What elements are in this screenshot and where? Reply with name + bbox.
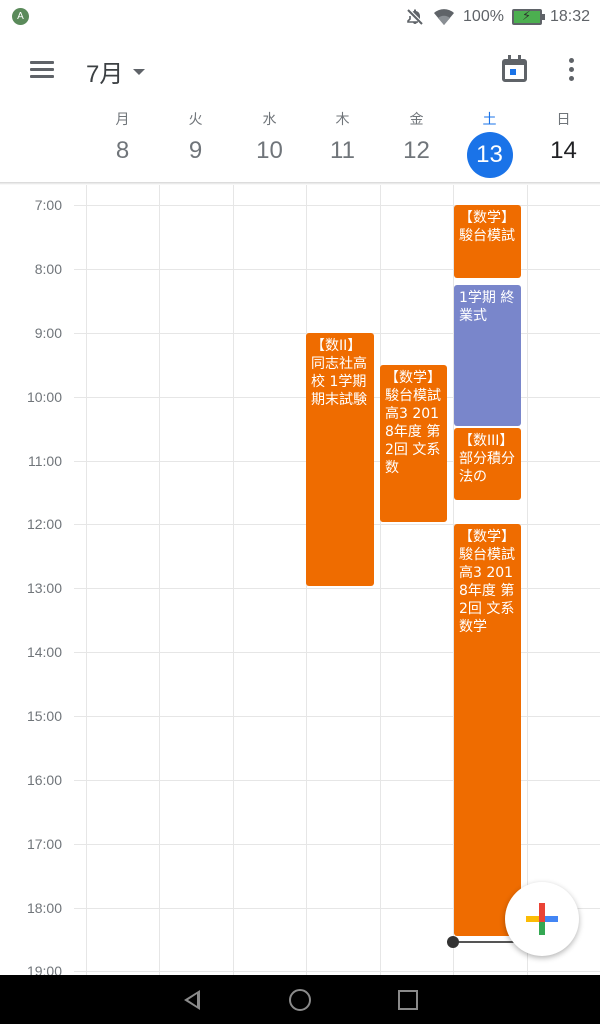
day-header-mon[interactable]: 月 8 xyxy=(86,106,159,182)
notifications-off-icon xyxy=(407,9,423,25)
event-sundai-mock-exam-morning[interactable]: 【数学】駿台模試 xyxy=(454,205,521,278)
hour-gridline xyxy=(74,971,600,972)
day-number: 13 xyxy=(466,132,513,178)
hour-label: 18:00 xyxy=(26,900,62,916)
hour-gridline xyxy=(74,844,600,845)
day-gridline xyxy=(159,185,160,975)
month-label: 7月 xyxy=(86,61,124,88)
hour-label: 12:00 xyxy=(26,516,62,532)
header-divider xyxy=(0,182,600,185)
hour-label: 8:00 xyxy=(34,261,62,277)
menu-icon[interactable] xyxy=(26,54,58,86)
hour-gridline xyxy=(74,908,600,909)
hour-label: 16:00 xyxy=(26,772,62,788)
day-number: 14 xyxy=(550,137,577,164)
hour-label: 17:00 xyxy=(26,836,62,852)
event-sundai-mock-exam-saturday[interactable]: 【数学】駿台模試 高3 2018年度 第2回 文系数学 xyxy=(454,524,521,936)
current-time-line xyxy=(453,941,533,943)
event-doshisha-final-exam[interactable]: 【数II】同志社高校 1学期期末試験 xyxy=(306,333,374,586)
status-bar: A 100% ⚡ 18:32 xyxy=(0,0,600,34)
current-time-dot xyxy=(447,936,459,948)
create-event-button[interactable] xyxy=(505,882,579,956)
day-header-sat-today[interactable]: 土 13 xyxy=(453,106,526,182)
day-header-wed[interactable]: 水 10 xyxy=(233,106,306,182)
hour-gridline xyxy=(74,269,600,270)
system-nav-bar xyxy=(0,975,600,1024)
day-of-week: 月 xyxy=(115,111,130,127)
day-gridline xyxy=(453,185,454,975)
status-indicators: 100% ⚡ 18:32 xyxy=(405,6,590,28)
battery-percent: 100% xyxy=(463,8,504,25)
month-selector[interactable]: 7月 xyxy=(86,54,146,89)
hour-label: 19:00 xyxy=(26,963,62,975)
hour-label: 15:00 xyxy=(26,708,62,724)
more-vert-icon[interactable] xyxy=(560,56,582,86)
calendar-today-icon[interactable] xyxy=(500,54,530,84)
day-header-thu[interactable]: 木 11 xyxy=(306,106,379,182)
hour-gridline xyxy=(74,652,600,653)
hour-label: 11:00 xyxy=(28,453,62,469)
app-bar: 7月 xyxy=(0,34,600,106)
day-header-tue[interactable]: 火 9 xyxy=(159,106,232,182)
day-of-week: 水 xyxy=(262,111,277,127)
day-gridline xyxy=(86,185,87,975)
battery-charging-icon: ⚡ xyxy=(511,9,545,25)
day-gridline xyxy=(380,185,381,975)
day-of-week: 金 xyxy=(409,111,424,127)
clock: 18:32 xyxy=(549,8,590,25)
plus-icon xyxy=(526,903,558,935)
event-integration-by-parts[interactable]: 【数III】部分積分法の xyxy=(454,428,521,500)
hour-gridline xyxy=(74,588,600,589)
event-sundai-mock-exam-friday[interactable]: 【数学】駿台模試 高3 2018年度 第2回 文系数 xyxy=(380,365,447,522)
hour-label: 7:00 xyxy=(34,197,62,213)
day-of-week: 火 xyxy=(188,111,203,127)
day-of-week: 日 xyxy=(556,111,571,127)
hour-label: 9:00 xyxy=(34,325,62,341)
hour-gridline xyxy=(74,205,600,206)
day-header-fri[interactable]: 金 12 xyxy=(380,106,453,182)
hour-label: 10:00 xyxy=(26,389,62,405)
event-term-closing-ceremony[interactable]: 1学期 終業式 xyxy=(454,285,521,426)
week-grid[interactable]: 7:00 8:00 9:00 10:00 11:00 12:00 13:00 1… xyxy=(0,185,600,975)
day-header-sun[interactable]: 日 14 xyxy=(527,106,600,182)
day-gridline xyxy=(527,185,528,975)
hour-label: 13:00 xyxy=(26,580,62,596)
home-icon[interactable] xyxy=(287,987,313,1013)
hour-gridline xyxy=(74,780,600,781)
week-day-header: 月 8 火 9 水 10 木 11 金 12 土 13 日 14 xyxy=(86,106,600,182)
chevron-down-icon xyxy=(133,68,146,75)
day-of-week: 木 xyxy=(335,111,350,127)
hour-gridline xyxy=(74,716,600,717)
back-icon[interactable] xyxy=(180,987,206,1013)
day-number: 12 xyxy=(403,137,430,164)
notification-icon: A xyxy=(12,8,29,25)
day-number: 9 xyxy=(188,137,203,164)
day-number: 11 xyxy=(330,137,355,164)
day-number: 10 xyxy=(256,137,283,164)
day-number: 8 xyxy=(115,137,130,164)
day-gridline xyxy=(233,185,234,975)
day-of-week: 土 xyxy=(482,111,497,127)
hour-label: 14:00 xyxy=(26,644,62,660)
recents-icon[interactable] xyxy=(395,987,421,1013)
wifi-icon xyxy=(434,9,455,25)
